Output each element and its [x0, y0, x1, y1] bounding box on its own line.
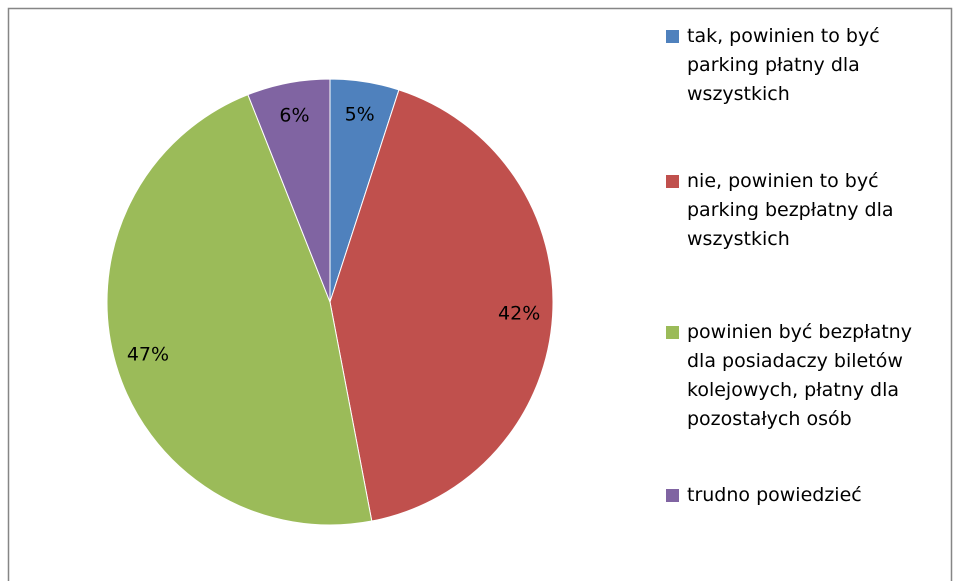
legend-label: tak, powinien to być parking płatny dla … [687, 25, 880, 105]
legend-swatch [666, 30, 679, 43]
legend-item: nie, powinien to być parking bezpłatny d… [666, 167, 941, 254]
legend-item: trudno powiedzieć [666, 481, 941, 510]
legend-swatch [666, 326, 679, 339]
legend-swatch [666, 175, 679, 188]
legend-swatch [666, 489, 679, 502]
pie-slice [247, 78, 331, 303]
legend-label: trudno powiedzieć [687, 484, 862, 506]
legend-label: powinien być bezpłatny dla posiadaczy bi… [687, 321, 912, 430]
legend-item: tak, powinien to być parking płatny dla … [666, 22, 941, 109]
data-label: 47% [127, 343, 169, 365]
pie-slice [106, 94, 373, 526]
chart-frame [7, 7, 953, 581]
data-label: 6% [279, 104, 309, 126]
legend-label: nie, powinien to być parking bezpłatny d… [687, 170, 894, 250]
data-label: 42% [498, 302, 540, 324]
pie-slice [329, 89, 554, 522]
legend-item: powinien być bezpłatny dla posiadaczy bi… [666, 318, 941, 434]
data-label: 5% [345, 103, 375, 125]
